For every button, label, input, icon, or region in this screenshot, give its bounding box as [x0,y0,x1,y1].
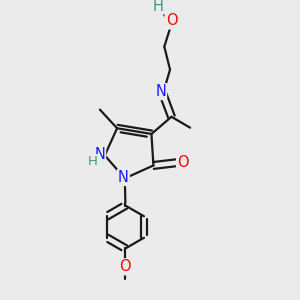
Text: H: H [153,0,164,14]
Text: O: O [120,259,131,274]
Text: O: O [166,14,177,28]
Text: H: H [88,155,98,168]
Text: O: O [177,155,189,170]
Text: N: N [118,170,129,185]
Text: N: N [155,84,166,99]
Text: N: N [94,147,105,162]
